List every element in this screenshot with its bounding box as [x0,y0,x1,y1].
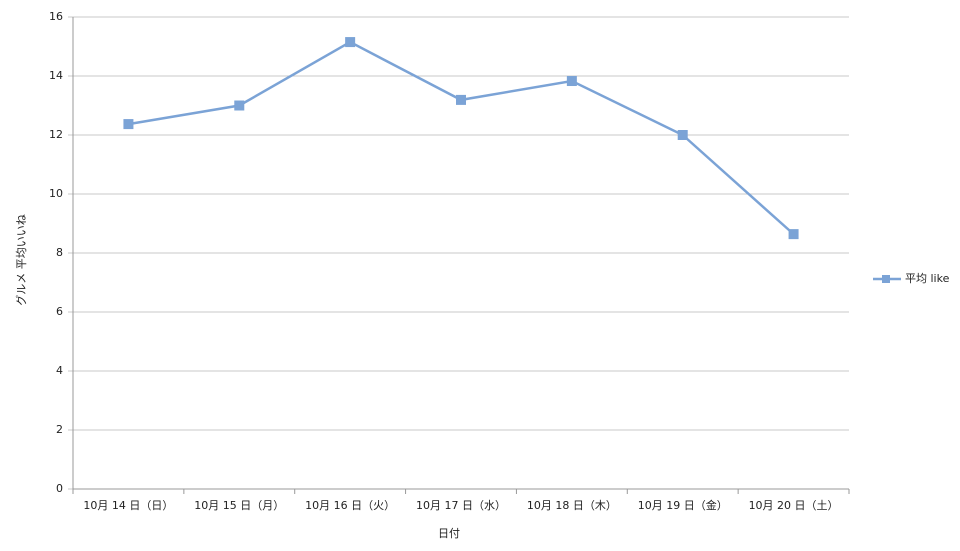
x-tick-label: 10月 18 日（木） [527,499,617,512]
point-marker [788,229,799,240]
x-axis-label: 日付 [438,527,460,540]
y-axis-label: グルメ 平均いいね [14,214,28,306]
legend-marker [882,275,890,283]
point-marker [456,94,466,105]
x-tick-label: 10月 15 日（月） [194,499,284,512]
point-marker [677,130,688,140]
x-tick-label: 10月 17 日（水） [416,499,506,512]
y-tick-label: 10 [49,187,63,200]
y-tick-label: 8 [56,246,63,259]
x-tick-label: 10月 20 日（土） [749,499,839,512]
x-tick-label: 10月 14 日（日） [83,499,173,512]
point-marker [234,100,245,111]
point-marker [566,76,577,87]
y-tick-label: 16 [49,10,63,23]
y-tick-label: 0 [56,482,63,495]
y-tick-label: 14 [49,69,63,82]
series-line [128,40,795,236]
x-tick-label: 10月 19 日（金） [638,498,728,512]
legend-label: 平均 like [905,272,950,285]
point-marker [345,37,356,48]
y-tick-label: 12 [49,128,63,141]
point-marker [123,119,134,130]
y-tick-label: 6 [56,305,63,318]
y-tick-label: 2 [56,423,63,436]
x-tick-label: 10月 16 日（火） [305,499,395,512]
y-tick-label: 4 [56,364,63,377]
